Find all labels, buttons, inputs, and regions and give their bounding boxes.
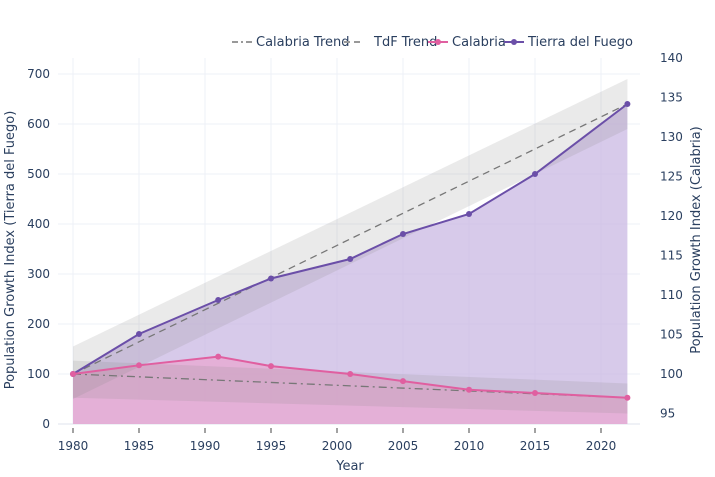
- left-y-tick-label: 400: [27, 217, 50, 231]
- legend-marker: [435, 39, 441, 45]
- trend-line: [72, 103, 628, 375]
- data-point: [347, 256, 354, 262]
- x-tick-label: 1980: [58, 439, 89, 453]
- right-y-tick-label: 110: [660, 288, 683, 302]
- legend-marker: [511, 39, 517, 45]
- right-y-tick-label: 105: [660, 328, 683, 342]
- left-y-axis-title: Population Growth Index (Tierra del Fueg…: [3, 111, 18, 390]
- right-y-tick-label: 120: [660, 209, 683, 223]
- data-point: [268, 363, 274, 370]
- data-point: [532, 389, 538, 396]
- right-y-tick-label: 125: [660, 170, 683, 184]
- calabria-area-fill: [73, 356, 628, 424]
- legend-label: Calabria Trend: [256, 35, 350, 50]
- x-axis-title: Year: [335, 459, 364, 474]
- x-tick-label: 2000: [322, 439, 353, 453]
- data-point: [624, 394, 631, 401]
- data-point: [466, 386, 472, 393]
- data-point: [532, 171, 538, 177]
- x-tick-label: 1995: [256, 439, 287, 453]
- data-point: [136, 331, 142, 337]
- left-y-tick-label: 600: [27, 117, 50, 131]
- legend-label: TdF Trend: [373, 35, 437, 50]
- x-tick-label: 1990: [190, 439, 221, 453]
- right-y-tick-label: 135: [660, 91, 683, 105]
- left-y-tick-label: 100: [27, 367, 50, 381]
- right-y-tick-label: 115: [660, 249, 683, 263]
- legend[interactable]: Calabria Trend TdF Trend Calabria Tierra de…: [232, 35, 633, 50]
- left-y-tick-label: 500: [27, 167, 50, 181]
- data-point: [624, 101, 631, 107]
- tdf-area-fill: [73, 104, 628, 424]
- left-y-tick-label: 700: [27, 67, 50, 81]
- legend-label: Tierra del Fuego: [527, 35, 633, 50]
- left-y-tick-label: 300: [27, 267, 50, 281]
- data-point: [215, 353, 222, 360]
- data-point: [136, 362, 142, 369]
- x-tick-label: 2020: [586, 439, 617, 453]
- data-point: [400, 378, 406, 385]
- right-y-tick-label: 95: [660, 407, 675, 421]
- right-y-tick-label: 130: [660, 130, 683, 144]
- data-point: [466, 211, 472, 217]
- right-y-tick-label: 100: [660, 367, 683, 381]
- x-tick-label: 2010: [454, 439, 485, 453]
- left-y-tick-label: 0: [42, 417, 50, 431]
- legend-label: Calabria: [452, 35, 506, 50]
- x-tick-label: 2015: [520, 439, 551, 453]
- data-point: [347, 371, 354, 377]
- trend-confidence-band: [73, 360, 628, 414]
- x-tick-label: 2005: [388, 439, 419, 453]
- right-y-tick-label: 140: [660, 51, 683, 65]
- data-point: [70, 371, 76, 377]
- data-point: [215, 297, 222, 303]
- data-point: [268, 275, 274, 282]
- right-y-axis-title: Population Growth Index (Calabria): [689, 126, 704, 353]
- x-tick-label: 1985: [124, 439, 155, 453]
- data-point: [400, 231, 406, 237]
- trend-confidence-band: [73, 79, 628, 399]
- left-y-tick-label: 200: [27, 317, 50, 331]
